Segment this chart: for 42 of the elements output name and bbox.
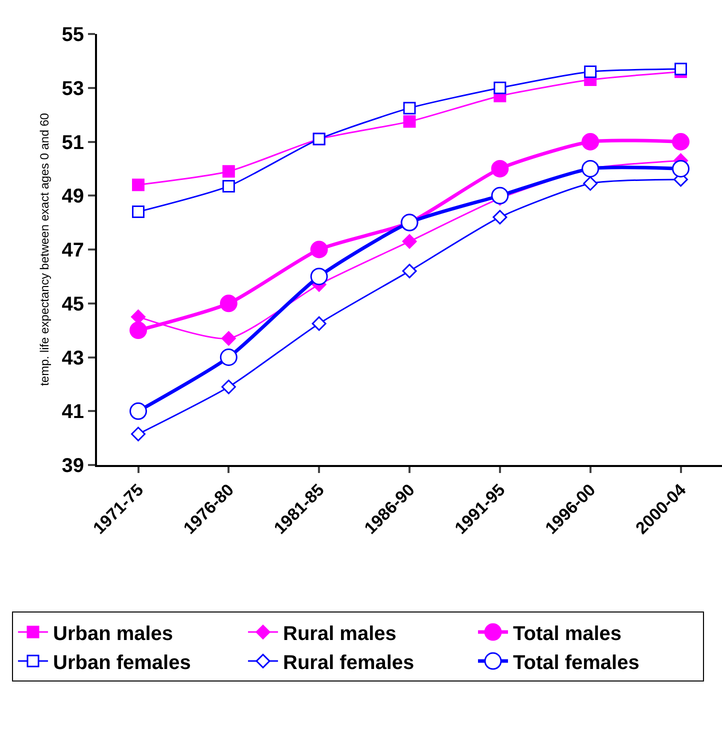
point xyxy=(492,210,508,224)
point xyxy=(674,62,687,76)
y-tick-label: 49 xyxy=(62,186,84,208)
point xyxy=(582,133,600,150)
point xyxy=(220,294,238,312)
point xyxy=(310,268,328,286)
point xyxy=(491,160,509,178)
point xyxy=(222,180,235,192)
legend-label: Urban males xyxy=(53,622,174,645)
y-tick-label: 55 xyxy=(62,24,84,46)
legend-label: Rural males xyxy=(283,622,396,645)
y-tick-label: 51 xyxy=(62,132,84,154)
legend-label: Urban females xyxy=(53,652,191,674)
y-tick-label: 45 xyxy=(62,293,84,316)
legend-label: Rural females xyxy=(283,652,414,674)
point xyxy=(221,380,236,394)
point xyxy=(672,133,690,150)
point xyxy=(402,234,417,249)
y-tick-label: 39 xyxy=(62,455,84,477)
y-tick-label: 47 xyxy=(62,240,84,262)
legend-label: Total males xyxy=(513,622,622,645)
point xyxy=(403,102,416,114)
legend-label: Total females xyxy=(513,652,640,674)
y-tick-label: 43 xyxy=(62,347,84,370)
y-tick-label: 53 xyxy=(62,78,84,100)
point xyxy=(132,178,144,192)
point xyxy=(312,316,326,331)
point xyxy=(310,240,328,258)
point xyxy=(584,65,597,78)
point xyxy=(220,348,238,366)
point xyxy=(672,160,690,178)
point xyxy=(494,82,506,94)
point xyxy=(402,264,417,278)
point xyxy=(583,176,598,191)
point xyxy=(491,186,509,204)
point xyxy=(222,165,235,178)
point xyxy=(221,331,236,346)
point xyxy=(403,115,416,128)
point xyxy=(131,426,146,442)
y-axis-title: temp. life expectancy between exact ages 0 and 60 xyxy=(38,112,52,386)
point xyxy=(130,322,147,340)
y-tick-label: 41 xyxy=(62,401,84,424)
